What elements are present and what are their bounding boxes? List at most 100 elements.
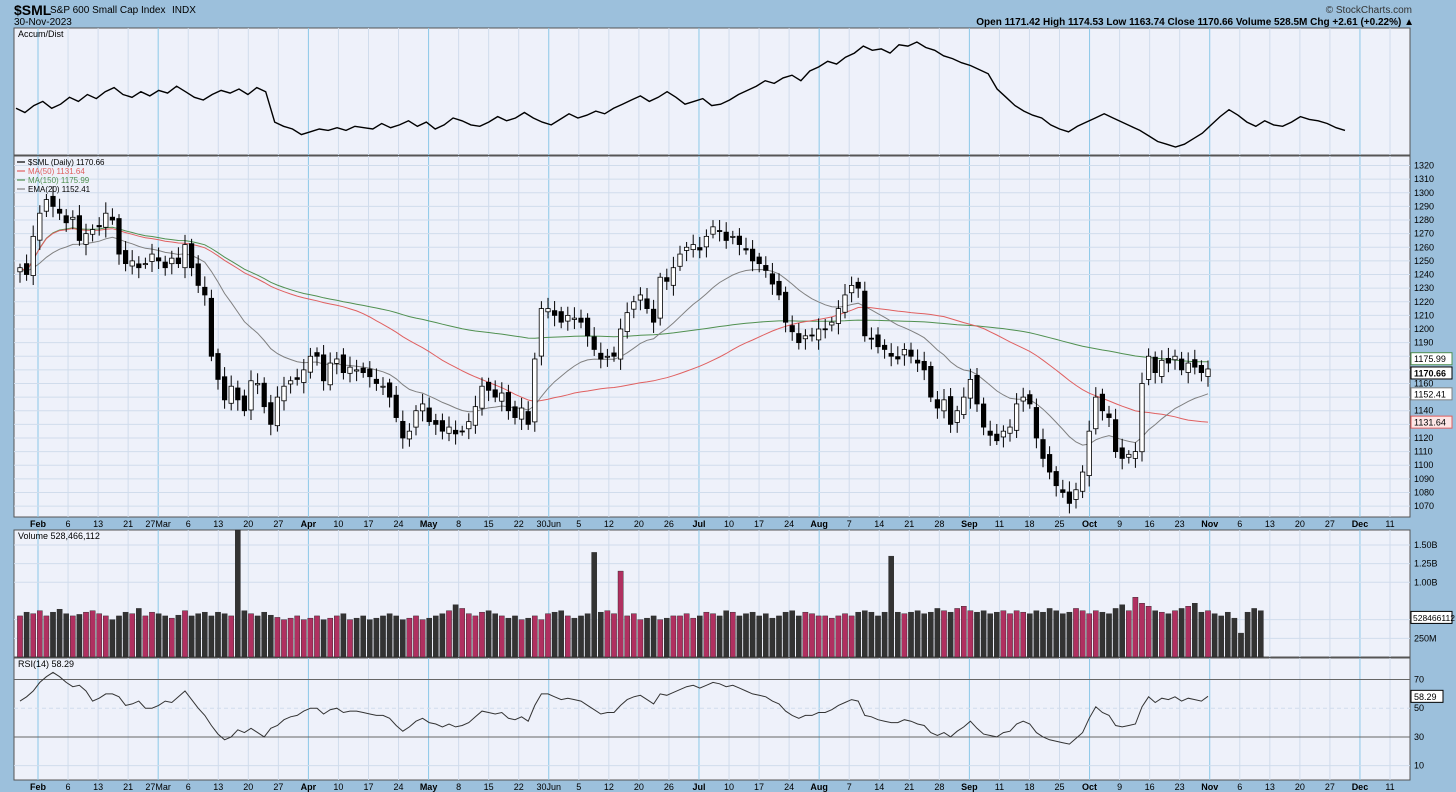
candle-body: [981, 403, 987, 428]
rsi-legend: RSI(14) 58.29: [18, 659, 74, 669]
candle-body: [386, 382, 393, 398]
x-tick-label-1-30: 28: [934, 782, 944, 792]
volume-bar: [96, 613, 102, 658]
x-tick-label-0-41: 13: [1265, 519, 1275, 529]
volume-bar: [875, 615, 881, 658]
volume-bar: [1244, 611, 1251, 658]
candle-body: [512, 406, 518, 418]
volume-bar: [1112, 608, 1119, 658]
x-tick-label-1-33: 18: [1024, 782, 1034, 792]
candle-body: [934, 399, 941, 409]
volume-bar: [571, 617, 578, 658]
volume-bar: [459, 608, 466, 658]
candle-body: [750, 248, 756, 262]
volume-bar: [591, 552, 597, 658]
volume-bar: [604, 610, 611, 658]
volume-bar: [393, 615, 400, 658]
volume-bar: [644, 617, 650, 658]
candle-body: [756, 256, 762, 265]
candle-body: [1080, 471, 1086, 492]
volume-bar: [987, 613, 993, 658]
volume-bar: [23, 611, 30, 658]
volume-bar: [505, 617, 512, 658]
x-tick-label-1-21: 26: [664, 782, 674, 792]
candle-body: [1053, 471, 1059, 487]
x-tick-label-1-29: 21: [904, 782, 914, 792]
price-y-tick-1230: 1230: [1414, 283, 1434, 293]
candle-body: [221, 376, 228, 401]
volume-bar: [129, 613, 136, 658]
rsi-tag: 58.29: [1414, 692, 1437, 702]
volume-bar: [1059, 613, 1066, 658]
volume-bar: [749, 611, 756, 658]
x-tick-label-1-5: 6: [186, 782, 191, 792]
volume-bar: [1066, 611, 1073, 658]
x-tick-label-1-10: 10: [333, 782, 343, 792]
candle-body: [631, 301, 637, 310]
candle-body: [492, 389, 498, 398]
volume-bar: [446, 610, 452, 658]
volume-bar: [921, 613, 927, 658]
volume-bar: [763, 613, 769, 658]
x-tick-label-1-27: 7: [847, 782, 852, 792]
candle-body: [103, 212, 109, 228]
candle-body: [1172, 355, 1178, 361]
candle-body: [842, 294, 848, 313]
x-tick-label-0-9: Apr: [301, 519, 317, 529]
x-tick-label-0-42: 20: [1295, 519, 1305, 529]
price-y-tick-1310: 1310: [1414, 174, 1434, 184]
candle-body: [314, 352, 320, 357]
candle-body: [783, 291, 789, 323]
volume-bar: [835, 615, 842, 658]
volume-bar: [155, 613, 162, 658]
volume-bar: [1231, 617, 1238, 658]
volume-bar: [1139, 603, 1145, 658]
volume-bar: [380, 615, 386, 658]
volume-bar: [1172, 610, 1178, 658]
candle-body: [499, 392, 505, 402]
volume-bar: [1191, 603, 1198, 658]
candle-body: [1073, 489, 1079, 500]
candle-body: [17, 267, 23, 273]
candle-body: [452, 429, 459, 435]
candle-body: [202, 286, 208, 296]
candle-body: [618, 328, 624, 360]
candle-body: [1185, 362, 1191, 373]
volume-bar: [914, 610, 921, 658]
candle-body: [1139, 383, 1145, 453]
volume-bar: [83, 611, 89, 658]
candle-body: [703, 235, 710, 248]
x-tick-label-0-10: 10: [333, 519, 343, 529]
candle-body: [994, 433, 1000, 442]
volume-bar: [221, 613, 228, 658]
volume-bar: [241, 610, 248, 658]
price-y-tick-1110: 1110: [1414, 447, 1433, 457]
x-tick-label-1-18: 5: [576, 782, 581, 792]
index-name: S&P 600 Small Cap Index: [50, 5, 166, 16]
x-tick-label-1-15: 15: [484, 782, 494, 792]
volume-bar: [848, 615, 855, 658]
volume-bar: [314, 615, 320, 658]
candle-body: [307, 355, 314, 373]
candle-body: [57, 208, 63, 214]
price-y-tick-1080: 1080: [1414, 487, 1434, 497]
volume-bar: [584, 613, 591, 658]
volume-bar: [320, 619, 327, 658]
volume-bar: [822, 615, 828, 658]
candle-body: [76, 215, 82, 241]
candle-body: [717, 230, 723, 232]
candle-body: [367, 368, 373, 378]
volume-bar: [400, 619, 406, 658]
volume-bar: [1092, 610, 1099, 658]
volume-bar: [776, 615, 782, 658]
candle-body: [1093, 396, 1099, 430]
volume-bar: [347, 619, 353, 658]
candle-body: [941, 399, 947, 412]
candle-body: [439, 420, 446, 432]
price-tag-1: 1170.66: [1414, 368, 1446, 378]
volume-bar: [862, 610, 868, 658]
x-tick-label-1-9: Apr: [301, 782, 317, 792]
x-tick-label-1-19: 12: [604, 782, 614, 792]
volume-bar: [908, 611, 914, 658]
volume-bar: [234, 529, 241, 658]
